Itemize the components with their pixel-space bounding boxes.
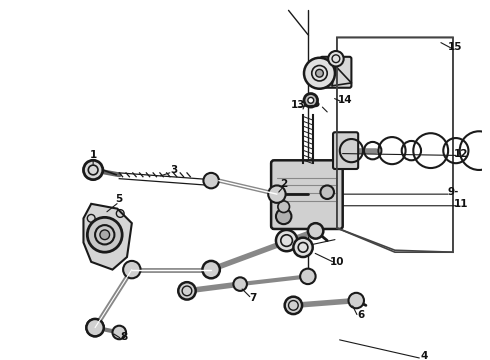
Circle shape bbox=[83, 160, 103, 180]
Text: 4: 4 bbox=[420, 351, 428, 360]
Text: 1: 1 bbox=[90, 150, 97, 161]
Circle shape bbox=[308, 98, 314, 103]
Circle shape bbox=[316, 69, 323, 77]
Text: 8: 8 bbox=[121, 332, 128, 342]
Circle shape bbox=[113, 326, 126, 339]
FancyBboxPatch shape bbox=[333, 132, 358, 169]
Text: 11: 11 bbox=[453, 199, 468, 209]
Circle shape bbox=[276, 209, 292, 224]
Circle shape bbox=[304, 58, 335, 89]
Circle shape bbox=[348, 293, 364, 308]
Text: 14: 14 bbox=[337, 95, 352, 105]
Circle shape bbox=[123, 261, 141, 278]
Circle shape bbox=[300, 269, 316, 284]
Text: 2: 2 bbox=[280, 180, 287, 189]
Circle shape bbox=[308, 223, 323, 239]
Circle shape bbox=[100, 230, 110, 240]
Text: 7: 7 bbox=[249, 293, 256, 303]
FancyBboxPatch shape bbox=[271, 160, 343, 229]
Circle shape bbox=[178, 282, 196, 300]
Text: 3: 3 bbox=[171, 165, 178, 175]
Circle shape bbox=[202, 261, 220, 278]
Text: 13: 13 bbox=[291, 100, 305, 110]
Circle shape bbox=[86, 319, 104, 336]
Text: 15: 15 bbox=[448, 42, 462, 52]
FancyBboxPatch shape bbox=[320, 57, 351, 88]
Text: 10: 10 bbox=[330, 257, 344, 267]
Circle shape bbox=[86, 319, 104, 336]
Circle shape bbox=[304, 94, 318, 107]
Circle shape bbox=[285, 297, 302, 314]
Text: 12: 12 bbox=[453, 149, 468, 158]
Circle shape bbox=[268, 185, 286, 203]
Text: 5: 5 bbox=[116, 194, 123, 204]
Circle shape bbox=[276, 230, 297, 251]
Circle shape bbox=[203, 173, 219, 188]
Text: 6: 6 bbox=[357, 310, 365, 320]
Circle shape bbox=[278, 201, 290, 212]
Circle shape bbox=[294, 238, 313, 257]
Circle shape bbox=[233, 277, 247, 291]
Text: 9-: 9- bbox=[447, 187, 459, 197]
Circle shape bbox=[328, 51, 343, 67]
Circle shape bbox=[320, 185, 334, 199]
Circle shape bbox=[87, 217, 122, 252]
Polygon shape bbox=[83, 204, 132, 270]
